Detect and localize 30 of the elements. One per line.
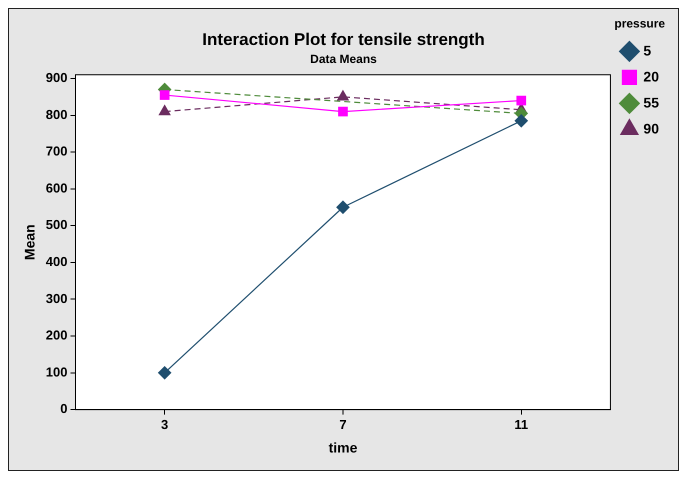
point [160, 90, 170, 100]
legend-label: 90 [643, 120, 660, 136]
y-tick-label: 500 [46, 217, 68, 232]
legend-title: pressure [614, 16, 666, 30]
legend-label: 5 [643, 42, 652, 58]
chart-title: Interaction Plot for tensile strength [202, 30, 485, 49]
y-tick-label: 100 [46, 364, 68, 380]
y-tick-label: 800 [46, 106, 68, 122]
y-tick-label: 300 [46, 290, 68, 306]
y-tick-label: 200 [46, 328, 68, 343]
x-tick-label: 7 [339, 416, 347, 432]
x-tick-label: 11 [514, 416, 528, 432]
point [336, 200, 350, 214]
point [337, 90, 349, 100]
point [514, 114, 528, 128]
point [338, 106, 348, 116]
legend-label: 55 [643, 94, 660, 110]
x-tick-label: 3 [161, 416, 168, 432]
point [158, 366, 172, 380]
y-tick-label: 700 [46, 144, 68, 159]
y-axis-title: Mean [21, 224, 38, 260]
y-tick-label: 900 [46, 70, 68, 86]
y-tick-label: 0 [60, 401, 68, 416]
legend-label: 20 [643, 68, 660, 84]
y-tick-label: 400 [46, 254, 68, 270]
y-tick-label: 600 [46, 180, 68, 196]
point [516, 96, 526, 106]
point [158, 104, 170, 116]
chart-subtitle: Data Means [310, 52, 378, 66]
x-axis-title: time [328, 439, 358, 456]
